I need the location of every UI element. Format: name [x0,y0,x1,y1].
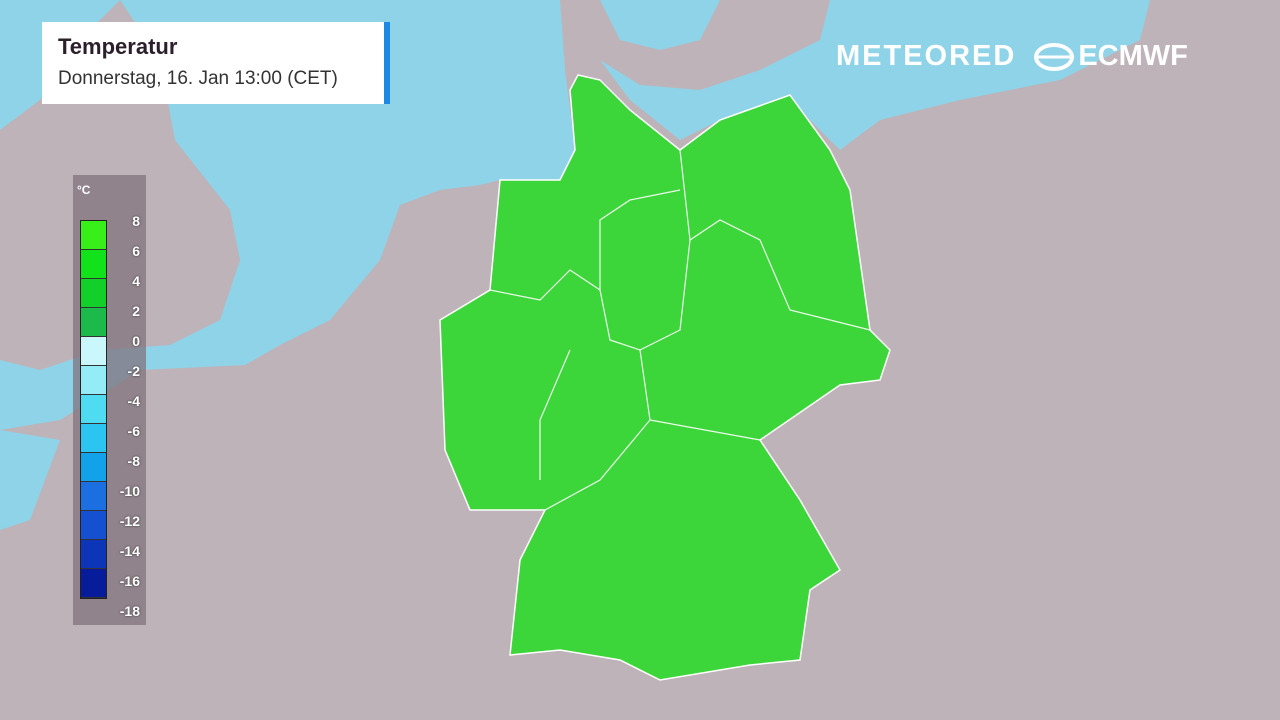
ecmwf-logo: ECMWF [1034,40,1188,73]
legend-label: -6 [127,423,140,439]
legend-swatch [81,569,106,598]
legend-swatch [81,221,106,250]
legend-label: -4 [127,393,140,409]
legend-swatch [81,540,106,569]
legend-label: -2 [127,363,140,379]
title-panel: Temperatur Donnerstag, 16. Jan 13:00 (CE… [42,22,390,104]
legend-swatch [81,395,106,424]
map-datetime: Donnerstag, 16. Jan 13:00 (CET) [58,68,338,89]
legend-color-bar [80,220,107,599]
legend-label: 2 [132,303,140,319]
state-borders [489,149,871,511]
legend-label: -18 [119,603,140,619]
legend-swatch [81,308,106,337]
meteored-logo: METEORED [836,40,1017,72]
legend-swatch [81,250,106,279]
legend-label: 8 [132,213,140,229]
legend-label: 0 [132,333,140,349]
germany-temperature-field [439,74,891,681]
legend-label: -16 [119,573,140,589]
legend-label: -12 [119,513,140,529]
legend-swatch [81,482,106,511]
legend-label: -10 [119,483,140,499]
legend-swatch [81,424,106,453]
map-title: Temperatur [58,34,178,59]
temperature-legend: °C 8 6 4 2 0 -2 -4 -6 -8 -10 -12 -14 -16 -18 [73,175,146,625]
channel [0,430,60,530]
legend-unit: °C [77,183,91,197]
legend-label: -14 [119,543,140,559]
legend-swatch [81,279,106,308]
denmark [560,0,830,90]
legend-swatch [81,511,106,540]
legend-swatch [81,337,106,366]
legend-swatch [81,453,106,482]
legend-swatch [81,366,106,395]
legend-label: 4 [132,273,140,289]
ecmwf-text: ECMWF [1078,40,1188,72]
legend-label: 6 [132,243,140,259]
logos: METEORED ECMWF [836,40,1188,73]
legend-label: -8 [127,453,140,469]
ecmwf-emblem-icon [1034,42,1075,71]
